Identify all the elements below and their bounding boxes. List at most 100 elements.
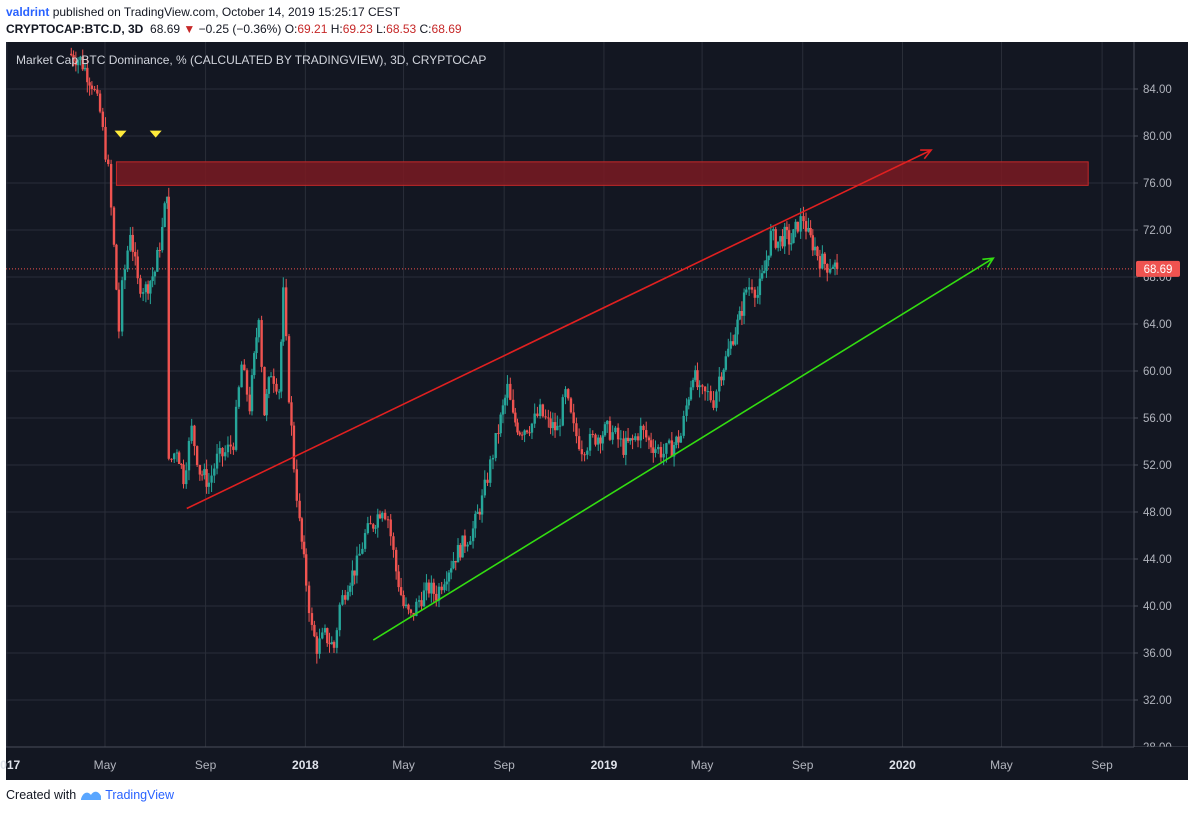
- candle: [790, 233, 793, 251]
- candle-body: [794, 221, 797, 230]
- candle: [425, 574, 428, 601]
- candle-body: [153, 271, 157, 277]
- candle: [167, 187, 170, 461]
- open-value: 69.21: [297, 22, 328, 36]
- x-tick-label: May: [691, 758, 714, 772]
- candle: [248, 386, 251, 415]
- candle-body: [636, 436, 640, 441]
- candle-body: [88, 82, 91, 86]
- candle: [804, 212, 808, 240]
- candle: [745, 287, 748, 295]
- candle: [221, 447, 224, 467]
- candle: [427, 579, 431, 598]
- resistance-trendline-line[interactable]: [186, 149, 932, 510]
- candle-body: [144, 284, 148, 293]
- candle: [765, 250, 768, 278]
- candle-body: [280, 341, 283, 392]
- candle: [636, 433, 640, 448]
- candle: [338, 602, 341, 637]
- candle: [353, 570, 356, 585]
- candle-body: [98, 93, 102, 112]
- candle: [182, 459, 185, 489]
- candle: [187, 437, 191, 481]
- candle-body: [232, 446, 235, 450]
- candle-body: [772, 229, 775, 231]
- candle: [170, 458, 173, 463]
- candle-body: [614, 427, 617, 433]
- candle-body: [278, 391, 281, 393]
- support-trendline-line[interactable]: [372, 257, 994, 641]
- candle: [278, 389, 281, 400]
- candle: [614, 425, 617, 435]
- candle-body: [503, 397, 507, 406]
- support-trendline-arrowhead-icon: [982, 257, 995, 268]
- trend-lines: [186, 149, 995, 641]
- candle: [471, 520, 475, 549]
- candle-body: [326, 628, 329, 644]
- candle: [158, 242, 161, 258]
- candle: [173, 452, 176, 463]
- candle-body: [115, 244, 118, 290]
- candle-body: [237, 387, 241, 407]
- candle-body: [727, 348, 730, 357]
- candle-body: [83, 67, 87, 70]
- candle: [807, 217, 810, 233]
- candle: [626, 427, 630, 444]
- candle: [203, 463, 206, 480]
- candle: [210, 465, 213, 493]
- time-axis[interactable]: [6, 747, 1188, 780]
- x-tick-label: May: [990, 758, 1013, 772]
- candle-body: [601, 435, 604, 444]
- candle: [175, 449, 179, 462]
- candle-body: [302, 541, 306, 555]
- candle: [253, 351, 256, 379]
- candle: [195, 445, 199, 467]
- author-name[interactable]: valdrint: [6, 5, 50, 19]
- candle: [440, 581, 443, 595]
- candle: [776, 241, 780, 252]
- candle: [657, 444, 660, 454]
- candle: [758, 269, 762, 305]
- candle-body: [435, 593, 438, 601]
- candle-body: [422, 590, 426, 607]
- candle-body: [776, 241, 780, 248]
- candle: [580, 440, 584, 462]
- candle: [753, 286, 757, 307]
- candle: [685, 398, 688, 422]
- candle: [237, 385, 241, 409]
- tradingview-link[interactable]: TradingView: [105, 788, 174, 802]
- candle-body: [608, 420, 612, 440]
- high-label: H:: [330, 22, 343, 36]
- candle-body: [790, 243, 793, 245]
- candle-body: [151, 276, 154, 282]
- candle-body: [203, 469, 206, 475]
- candle-body: [553, 422, 557, 431]
- support-trendline[interactable]: [372, 257, 995, 641]
- candle: [597, 434, 600, 451]
- candle: [779, 235, 782, 251]
- candle-body: [123, 269, 127, 281]
- resistance-trendline[interactable]: [186, 149, 933, 510]
- candle: [533, 403, 536, 428]
- candle-body: [255, 337, 258, 354]
- candle: [109, 159, 113, 216]
- candle-body: [642, 425, 645, 431]
- candle-body: [234, 406, 238, 450]
- candle-body: [701, 385, 704, 387]
- candle-body: [682, 415, 685, 436]
- candle: [541, 403, 545, 418]
- candle-body: [177, 452, 181, 464]
- candle: [120, 276, 124, 337]
- candle: [792, 228, 795, 244]
- candle-body: [672, 444, 676, 457]
- candle: [528, 426, 531, 437]
- candle-body: [126, 250, 129, 270]
- candle: [265, 389, 268, 422]
- candle: [74, 51, 78, 72]
- price-axis[interactable]: [1134, 42, 1188, 747]
- candle: [586, 447, 589, 460]
- candle: [101, 107, 104, 131]
- candle: [497, 424, 500, 444]
- candle-body: [662, 453, 665, 458]
